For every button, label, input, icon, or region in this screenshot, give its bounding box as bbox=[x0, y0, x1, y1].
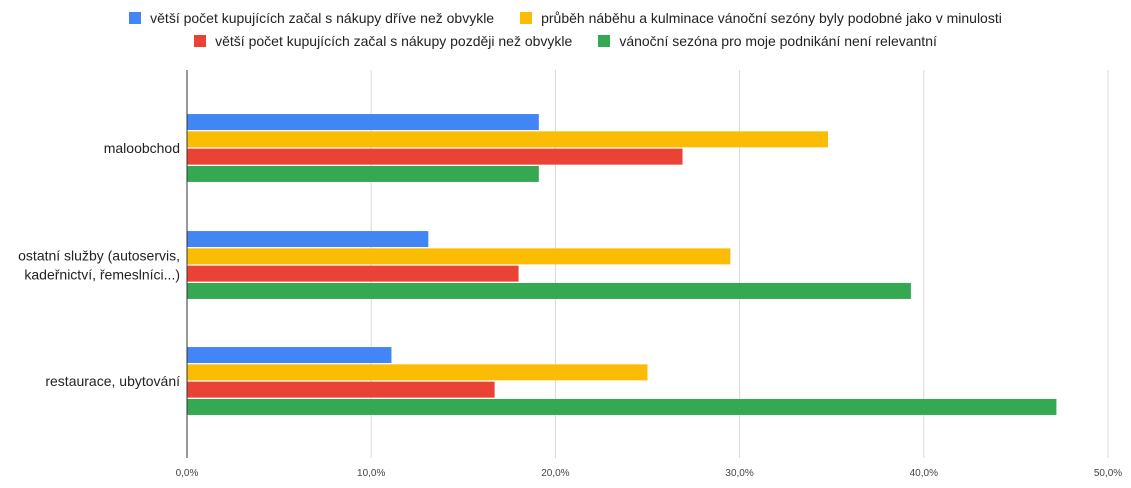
bar bbox=[187, 114, 539, 131]
legend-swatch bbox=[520, 11, 533, 24]
legend-row-1: větší počet kupujících začal s nákupy dř… bbox=[0, 6, 1131, 29]
bar bbox=[187, 381, 495, 398]
bar bbox=[187, 248, 731, 265]
bar bbox=[187, 347, 392, 364]
legend-item[interactable]: větší počet kupujících začal s nákupy po… bbox=[194, 33, 572, 49]
bar bbox=[187, 265, 519, 282]
legend-label: větší počet kupujících začal s nákupy dř… bbox=[150, 9, 495, 26]
bar bbox=[187, 131, 829, 148]
bar bbox=[187, 364, 648, 381]
x-tick-label: 20,0% bbox=[541, 468, 569, 479]
x-tick-label: 10,0% bbox=[357, 468, 385, 479]
legend-item[interactable]: větší počet kupujících začal s nákupy dř… bbox=[129, 10, 494, 26]
category-label: kadeřnictví, řemeslníci...) bbox=[24, 267, 180, 283]
legend-row-2: větší počet kupujících začal s nákupy po… bbox=[0, 29, 1131, 52]
legend-label: větší počet kupujících začal s nákupy po… bbox=[215, 32, 573, 49]
bar bbox=[187, 148, 683, 165]
legend-swatch bbox=[598, 34, 611, 47]
bars bbox=[187, 114, 1057, 415]
legend-item[interactable]: průběh náběhu a kulminace vánoční sezóny… bbox=[520, 10, 1002, 26]
legend: větší počet kupujících začal s nákupy dř… bbox=[0, 6, 1131, 52]
legend-swatch bbox=[129, 11, 142, 24]
bar bbox=[187, 282, 911, 299]
labels: 0,0% 10,0% 20,0% 30,0% 40,0% 50,0% maloobchod o… bbox=[18, 140, 1122, 479]
x-tick-label: 0,0% bbox=[176, 468, 199, 479]
category-label: ostatní služby (autoservis, bbox=[18, 248, 180, 264]
bar bbox=[187, 398, 1057, 415]
legend-label: vánoční sezóna pro moje podnikání není r… bbox=[619, 32, 937, 49]
x-tick-label: 50,0% bbox=[1094, 468, 1122, 479]
bar bbox=[187, 165, 539, 182]
x-tick-label: 40,0% bbox=[910, 468, 938, 479]
category-label: restaurace, ubytování bbox=[45, 373, 180, 389]
bar bbox=[187, 231, 429, 248]
category-label: maloobchod bbox=[104, 140, 180, 156]
x-tick-label: 30,0% bbox=[725, 468, 753, 479]
legend-label: průběh náběhu a kulminace vánoční sezóny… bbox=[541, 9, 1002, 26]
legend-item[interactable]: vánoční sezóna pro moje podnikání není r… bbox=[598, 33, 937, 49]
legend-swatch bbox=[194, 34, 207, 47]
